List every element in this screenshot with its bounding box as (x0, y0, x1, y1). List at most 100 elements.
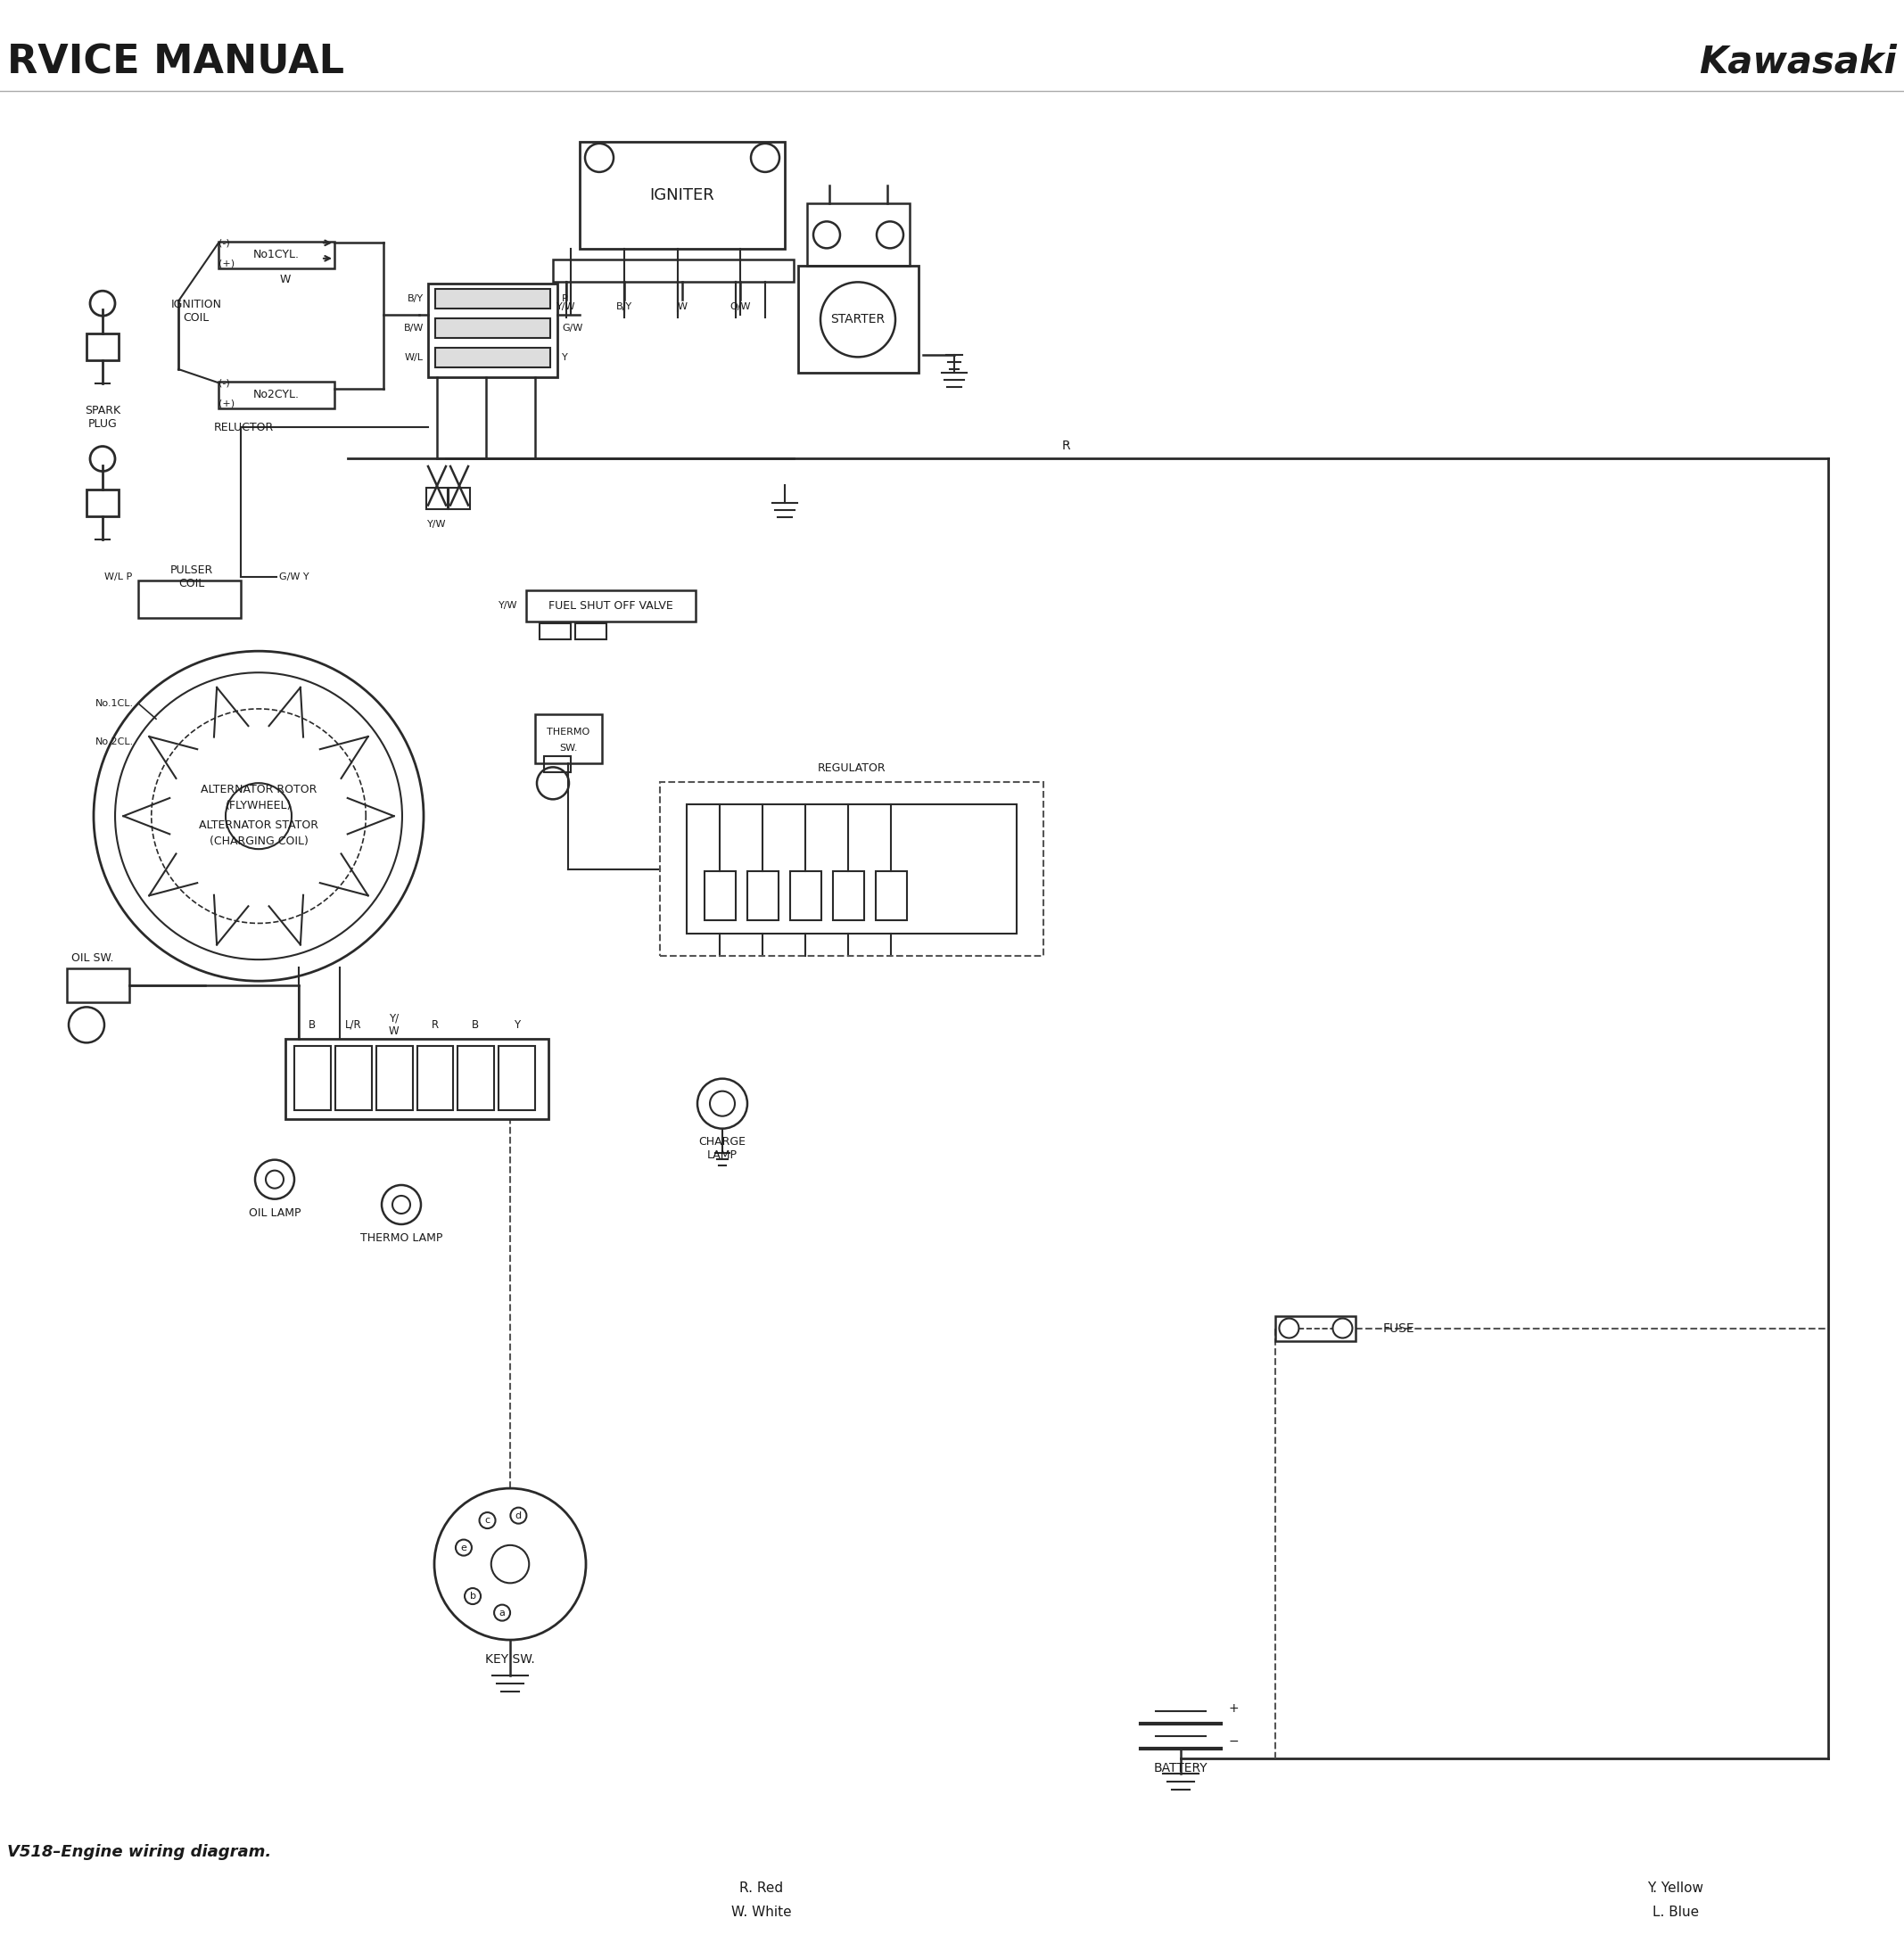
Bar (1276, 1315, 1356, 1341)
Text: W/L: W/L (406, 354, 423, 361)
Bar (807, 204, 910, 266)
Text: No2CYL.: No2CYL. (253, 389, 299, 400)
Bar (436, 348, 550, 367)
Text: G/W Y: G/W Y (280, 573, 308, 581)
Text: O/W: O/W (729, 303, 750, 311)
Text: IGNITER: IGNITER (649, 187, 714, 204)
Bar (86, 490, 118, 517)
Text: SW.: SW. (560, 744, 577, 752)
Text: (+): (+) (219, 398, 234, 408)
Text: THERMO: THERMO (546, 729, 590, 736)
Text: Y/W: Y/W (426, 521, 447, 528)
Bar (526, 591, 695, 622)
Text: STARTER: STARTER (830, 313, 885, 326)
Text: No.2CL.: No.2CL. (95, 738, 133, 746)
Text: OIL SW.: OIL SW. (70, 952, 114, 964)
Bar (219, 241, 335, 268)
Text: No.1CL.: No.1CL. (95, 699, 133, 707)
Bar (86, 334, 118, 361)
Circle shape (455, 1539, 472, 1556)
Text: W: W (280, 274, 291, 286)
Bar (295, 1045, 331, 1109)
Text: e: e (461, 1543, 466, 1552)
Text: R: R (1062, 439, 1070, 453)
Text: c: c (486, 1516, 489, 1525)
Text: REGULATOR: REGULATOR (817, 762, 885, 773)
Text: FUSE: FUSE (1382, 1321, 1415, 1335)
Bar (539, 624, 571, 639)
Text: RELUCTOR: RELUCTOR (213, 422, 274, 433)
Text: SPARK
PLUG: SPARK PLUG (84, 406, 120, 429)
Text: FUEL SHUT OFF VALVE: FUEL SHUT OFF VALVE (548, 600, 674, 612)
Text: (-): (-) (219, 239, 230, 247)
Text: W/L P: W/L P (105, 573, 131, 581)
Bar (335, 1045, 371, 1109)
Text: Y/
W: Y/ W (388, 1012, 400, 1038)
Text: Y: Y (514, 1018, 520, 1030)
Bar (499, 1045, 535, 1109)
Text: BATTERY: BATTERY (1154, 1762, 1207, 1774)
Bar (286, 1040, 548, 1119)
Bar (219, 381, 335, 408)
Bar (790, 870, 821, 921)
Circle shape (465, 1587, 480, 1605)
Text: No1CYL.: No1CYL. (253, 249, 299, 260)
Bar (457, 1045, 495, 1109)
Text: d: d (516, 1512, 522, 1519)
Bar (428, 284, 558, 377)
Text: ALTERNATOR STATOR: ALTERNATOR STATOR (198, 820, 318, 832)
Bar (426, 488, 447, 509)
Text: Kawasaki: Kawasaki (1698, 43, 1896, 82)
Text: +: + (1228, 1702, 1240, 1716)
Text: B/W: B/W (404, 323, 423, 332)
Bar (832, 870, 864, 921)
Bar (552, 260, 794, 282)
Text: W. White: W. White (731, 1906, 792, 1918)
Text: Y: Y (562, 354, 567, 361)
Bar (535, 715, 602, 764)
Bar (575, 624, 607, 639)
Text: PULSER
COIL: PULSER COIL (169, 565, 213, 589)
Bar (139, 581, 240, 618)
Text: B/Y: B/Y (407, 293, 423, 303)
Text: P: P (562, 293, 567, 303)
Bar (545, 756, 571, 773)
Bar (449, 488, 470, 509)
Bar (579, 142, 784, 249)
Text: Y/W: Y/W (499, 600, 518, 610)
Bar (377, 1045, 413, 1109)
Text: (-): (-) (219, 379, 230, 387)
Text: B/Y: B/Y (617, 303, 632, 311)
Text: CHARGE
LAMP: CHARGE LAMP (699, 1137, 746, 1160)
Text: ALTERNATOR ROTOR: ALTERNATOR ROTOR (200, 783, 316, 795)
Text: L/R: L/R (345, 1018, 362, 1030)
Circle shape (495, 1605, 510, 1620)
Bar (436, 290, 550, 309)
Text: B: B (472, 1018, 480, 1030)
Bar (704, 870, 735, 921)
Text: a: a (499, 1609, 505, 1617)
Bar (436, 319, 550, 338)
Bar (661, 783, 1043, 956)
Bar (417, 1045, 453, 1109)
Text: (FLYWHEEL): (FLYWHEEL) (225, 801, 291, 810)
Circle shape (480, 1512, 495, 1529)
Text: W: W (678, 303, 687, 311)
Text: −: − (1228, 1735, 1240, 1749)
Text: KEY SW.: KEY SW. (486, 1653, 535, 1665)
Bar (748, 870, 779, 921)
Text: RVICE MANUAL: RVICE MANUAL (8, 43, 345, 82)
Bar (876, 870, 906, 921)
Text: THERMO LAMP: THERMO LAMP (360, 1232, 442, 1244)
Text: L. Blue: L. Blue (1653, 1906, 1698, 1918)
Text: b: b (470, 1591, 476, 1601)
Text: R: R (430, 1018, 438, 1030)
Circle shape (510, 1508, 527, 1523)
Text: B: B (308, 1018, 316, 1030)
Text: IGNITION
COIL: IGNITION COIL (171, 299, 221, 323)
Text: G/W: G/W (562, 323, 583, 332)
Text: OIL LAMP: OIL LAMP (249, 1207, 301, 1218)
Bar (687, 804, 1017, 935)
Bar (67, 970, 129, 1003)
Text: Y. Yellow: Y. Yellow (1647, 1883, 1704, 1894)
